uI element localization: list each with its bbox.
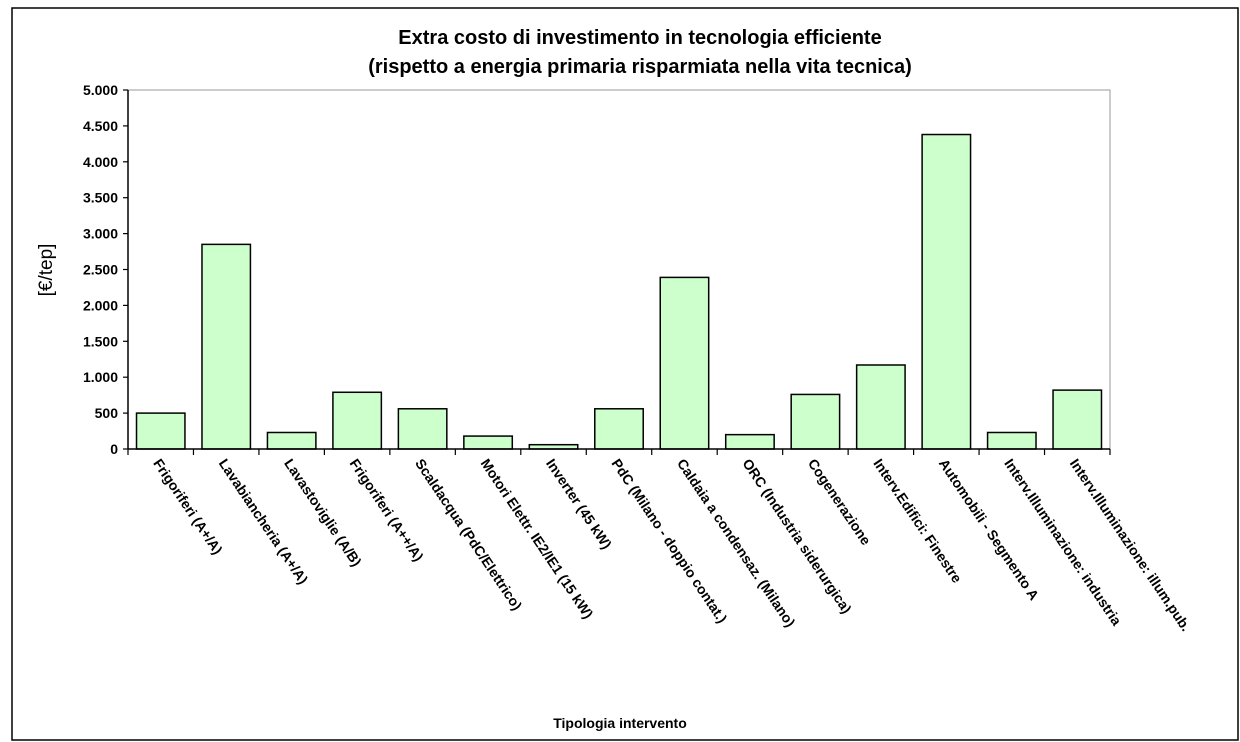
y-tick-label: 500 (95, 405, 119, 421)
y-tick-label: 3.000 (83, 226, 118, 242)
y-tick-label: 4.500 (83, 118, 118, 134)
y-tick-label: 1.500 (83, 333, 118, 349)
y-tick-label: 4.000 (83, 154, 118, 170)
bar (332, 391, 383, 450)
bar (921, 133, 972, 450)
bar (790, 393, 841, 450)
bar (463, 435, 514, 450)
x-axis-label: Tipologia intervento (553, 715, 687, 731)
bar (986, 431, 1037, 450)
y-tick-label: 5.000 (83, 82, 118, 98)
chart-subtitle: (rispetto a energia primaria risparmiata… (368, 56, 912, 78)
y-tick-label: 3.500 (83, 190, 118, 206)
bar (135, 412, 186, 450)
y-tick-label: 0 (110, 441, 118, 457)
y-tick-label: 2.500 (83, 262, 118, 278)
bar (724, 433, 775, 450)
bar (1052, 389, 1103, 450)
y-tick-label: 2.000 (83, 297, 118, 313)
chart-title: Extra costo di investimento in tecnologi… (398, 27, 881, 49)
bar (201, 243, 252, 450)
chart-border (11, 7, 1239, 741)
bar (397, 408, 448, 450)
bar (659, 276, 710, 450)
bar (266, 431, 317, 450)
y-tick-label: 1.000 (83, 369, 118, 385)
bar (855, 364, 906, 450)
bar (594, 408, 644, 450)
y-axis-label: [€/tep] (36, 244, 57, 297)
